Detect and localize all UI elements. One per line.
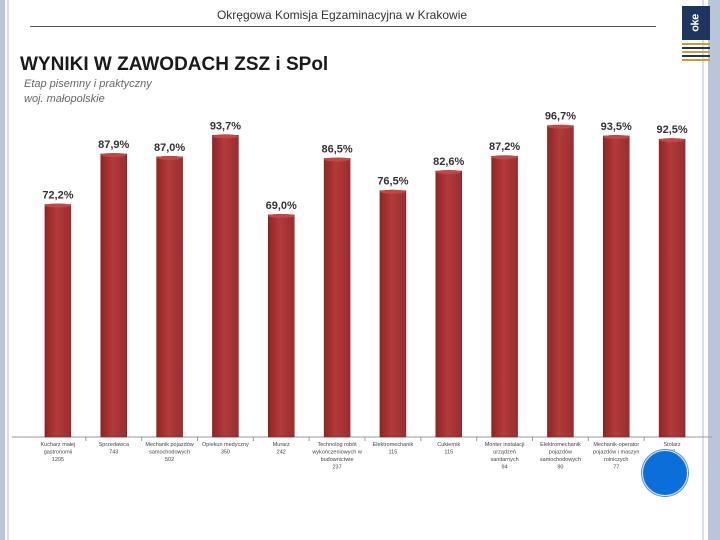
chart-title: WYNIKI W ZAWODACH ZSZ i SPol: [20, 54, 329, 75]
category-label-line: 237: [332, 465, 341, 471]
category-label-line: 90: [557, 465, 563, 471]
category-label-line: pojazdów: [549, 450, 572, 456]
bar-value-label: 72,2%: [42, 190, 73, 202]
bar-cap: [659, 138, 686, 143]
category-label-line: rolniczych: [604, 457, 628, 463]
category-label: Elektromechanik pojazdów samochodowych 90: [540, 442, 581, 471]
category-label-line: pojazdów i maszyn: [593, 450, 639, 456]
category-label-line: samochodowych: [540, 457, 581, 463]
oke-logo-text-lines: [682, 43, 710, 61]
bar-value-label: 82,6%: [433, 156, 464, 168]
bar-value-label: 76,5%: [377, 176, 408, 188]
category-label-line: Stolarz: [664, 442, 681, 448]
bar: [603, 135, 630, 438]
category-label-line: Murarz: [273, 442, 290, 448]
category-label: Monter instalacji urządzeń sanitarnych 94: [485, 442, 525, 471]
category-label-line: Mechanik-operator: [593, 442, 639, 448]
category-label-line: 115: [444, 450, 453, 456]
category-label-line: budownictwie: [321, 457, 354, 463]
bar: [379, 190, 407, 438]
category-label: Opiekun medyczny 350: [202, 442, 249, 456]
bar: [156, 156, 183, 438]
category-label-line: Mechanik pojazdów: [145, 442, 193, 448]
bar-value-label: 93,5%: [601, 121, 632, 133]
bar-value-label: 93,7%: [210, 120, 241, 132]
category-label-line: samochodowych: [149, 450, 190, 456]
bar-cap: [491, 155, 518, 160]
bar: [491, 155, 518, 438]
right-border-stripe: [688, 0, 720, 540]
bar: [658, 138, 686, 438]
category-label-line: gastronomii: [44, 450, 72, 456]
bar: [547, 125, 574, 438]
oke-logo-mark: oke: [682, 6, 710, 40]
bar-value-label: 87,0%: [154, 142, 185, 154]
category-label-line: 1205: [52, 457, 64, 463]
category-label: Murarz 242: [273, 442, 290, 456]
bar-value-label: 96,7%: [545, 111, 576, 123]
category-label: Sprzedawca 743: [99, 442, 130, 456]
bar-cap: [435, 170, 462, 175]
category-label: Elektromechanik 115: [373, 442, 414, 456]
bar-value-label: 92,5%: [656, 124, 687, 136]
bar-value-label: 87,9%: [98, 139, 129, 151]
category-label-line: Technolog robót: [318, 442, 358, 448]
chart-subtitle-region: woj. małopolskie: [24, 93, 105, 105]
bar-cap: [268, 213, 295, 218]
category-label: Technolog robót wykończeniowych w budownic…: [311, 442, 362, 471]
bar: [212, 135, 239, 438]
category-label-line: 350: [221, 450, 230, 456]
category-label-line: Cukiernik: [437, 442, 460, 448]
category-label: Mechanik pojazdów samochodowych 502: [145, 442, 193, 463]
chart-subtitle-stage: Etap pisemny i praktyczny: [24, 78, 152, 90]
category-label-line: Monter instalacji: [485, 442, 525, 448]
left-border-stripe: [0, 0, 12, 540]
category-label-line: sanitarnych: [491, 457, 519, 463]
category-label-line: Opiekun medyczny: [202, 442, 249, 448]
bar: [100, 153, 127, 438]
bar: [323, 158, 351, 438]
bar-value-label: 87,2%: [489, 141, 520, 153]
category-label-line: Sprzedawca: [99, 442, 130, 448]
category-label-line: 242: [277, 450, 286, 456]
category-label-line: Elektromechanik: [373, 442, 414, 448]
bar-value-label: 86,5%: [321, 143, 352, 155]
category-label-line: Elektromechanik: [540, 442, 581, 448]
navigation-circle-button[interactable]: [642, 450, 688, 496]
category-label-line: wykończeniowych w: [311, 450, 362, 456]
bar: [268, 214, 295, 438]
category-label: Kucharz małej gastronomii 1205: [40, 442, 75, 463]
bar-cap: [603, 134, 630, 139]
bar-cap: [44, 203, 71, 208]
oke-logo: oke: [682, 6, 710, 62]
category-label-line: 94: [502, 465, 508, 471]
bar-cap: [324, 157, 351, 162]
bar-cap: [379, 189, 406, 194]
bar: [435, 170, 462, 438]
bar-cap: [547, 124, 574, 129]
category-label-line: 77: [613, 465, 619, 471]
category-label-line: 743: [109, 450, 118, 456]
bar-cap: [100, 152, 127, 157]
category-label: Mechanik-operator pojazdów i maszyn rolnic…: [593, 442, 639, 471]
category-label-line: 115: [389, 450, 398, 456]
category-label-line: urządzeń: [493, 450, 516, 456]
bar-cap: [156, 155, 183, 160]
bar: [44, 204, 72, 438]
header-institution: Okręgowa Komisja Egzaminacyjna w Krakowi…: [216, 8, 468, 22]
bar-cap: [212, 134, 239, 139]
category-label-line: 502: [165, 457, 174, 463]
category-label: Cukiernik 115: [437, 442, 460, 456]
header-divider: [30, 26, 656, 27]
bar-value-label: 69,0%: [266, 200, 297, 212]
category-label-line: Kucharz małej: [40, 442, 75, 448]
